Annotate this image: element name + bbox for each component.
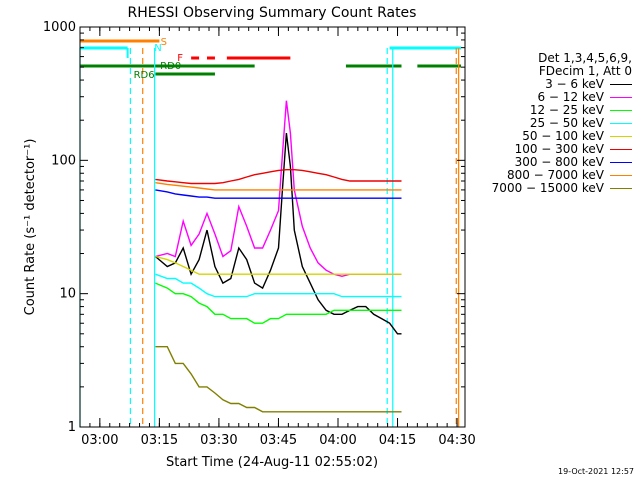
series-line-9	[155, 346, 402, 413]
legend-entry: 3 − 6 keV	[470, 78, 632, 91]
x-tick-label: 03:15	[141, 433, 178, 448]
series-line-7	[155, 189, 402, 199]
series-line-8	[155, 182, 402, 191]
series-line-3	[155, 282, 402, 324]
legend-swatch	[610, 149, 632, 150]
legend: Det 1,3,4,5,6,9, FDecim 1, Att 0 3 − 6 k…	[470, 52, 632, 195]
flag-label: RD6	[134, 70, 155, 81]
x-tick-label: 04:30	[438, 433, 475, 448]
legend-entry: 25 − 50 keV	[470, 117, 632, 130]
legend-entry: 100 − 300 keV	[470, 143, 632, 156]
legend-entry: 300 − 800 keV	[470, 156, 632, 169]
legend-swatch	[610, 123, 632, 124]
legend-swatch	[610, 188, 632, 189]
legend-swatch	[610, 84, 632, 85]
x-tick-label: 03:30	[200, 433, 237, 448]
legend-label: 300 − 800 keV	[514, 155, 604, 169]
legend-entry: 6 − 12 keV	[470, 91, 632, 104]
y-tick-label: 100	[51, 153, 76, 168]
y-tick-label: 1000	[43, 20, 76, 35]
legend-entry: 7000 − 15000 keV	[470, 182, 632, 195]
legend-swatch	[610, 97, 632, 98]
x-tick-label: 04:15	[379, 433, 416, 448]
series-line-1	[154, 133, 402, 335]
legend-header-2: FDecim 1, Att 0	[538, 64, 632, 78]
legend-label: 7000 − 15000 keV	[491, 181, 604, 195]
legend-label: 100 − 300 keV	[514, 142, 604, 156]
x-axis: 03:00 03:15 03:30 03:45 04:00 04:15 04:30	[79, 27, 476, 448]
x-tick-label: 03:45	[260, 433, 297, 448]
event-lines	[79, 48, 460, 427]
legend-label: 25 − 50 keV	[529, 116, 604, 130]
chart-title: RHESSI Observing Summary Count Rates	[128, 5, 417, 21]
legend-entry: 800 − 7000 keV	[470, 169, 632, 182]
series-line-6	[155, 168, 402, 185]
y-axis-label: Count Rate (s⁻¹ detector⁻¹)	[23, 139, 38, 316]
flag-label: F	[177, 53, 183, 64]
series-line-4	[155, 273, 402, 298]
legend-label: 3 − 6 keV	[545, 77, 604, 91]
flag-label: S	[161, 37, 167, 48]
legend-label: 50 − 100 keV	[522, 129, 604, 143]
flag-label: RD0	[160, 61, 181, 72]
series-lines	[154, 100, 402, 413]
legend-swatch	[610, 162, 632, 163]
legend-entry: 50 − 100 keV	[470, 130, 632, 143]
series-line-5	[155, 255, 402, 275]
timestamp: 19-Oct-2021 12:57	[558, 467, 634, 476]
y-tick-label: 1	[68, 420, 76, 435]
y-axis: 1 10 100 1000	[43, 20, 465, 435]
legend-header-1: Det 1,3,4,5,6,9,	[538, 51, 632, 65]
x-tick-label: 03:00	[81, 433, 118, 448]
x-tick-label: 04:00	[319, 433, 356, 448]
legend-entry: 12 − 25 keV	[470, 104, 632, 117]
plot-frame	[79, 26, 466, 428]
flag-label: N	[154, 43, 161, 54]
flag-bars	[80, 39, 462, 76]
y-tick-label: 10	[59, 287, 76, 302]
legend-swatch	[610, 110, 632, 111]
legend-swatch	[610, 175, 632, 176]
legend-label: 12 − 25 keV	[529, 103, 604, 117]
x-axis-label: Start Time (24-Aug-11 02:55:02)	[166, 455, 378, 470]
legend-label: 800 − 7000 keV	[506, 168, 604, 182]
legend-swatch	[610, 136, 632, 137]
legend-label: 6 − 12 keV	[537, 90, 604, 104]
